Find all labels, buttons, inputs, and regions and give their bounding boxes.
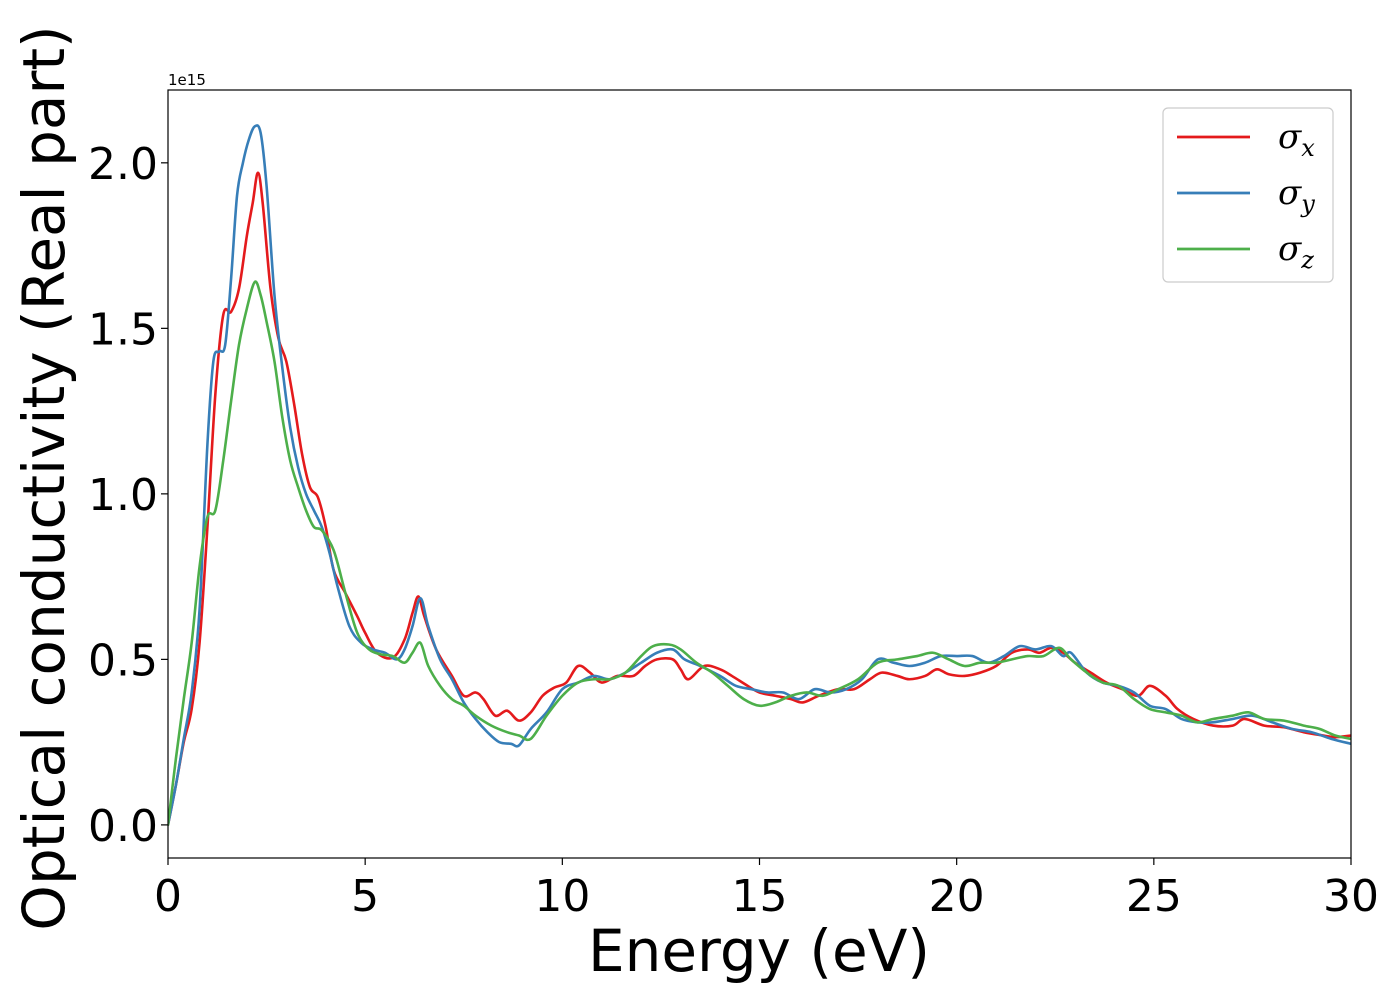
x-tick-label: 20 (929, 871, 985, 922)
legend-label: σy (1278, 173, 1315, 218)
y-tick-label: 0.5 (88, 635, 158, 686)
x-axis-label: Energy (eV) (588, 917, 930, 985)
x-tick-label: 25 (1126, 871, 1182, 922)
y-axis-label: Optical conductivity (Real part) (10, 25, 78, 930)
x-tick-label: 5 (351, 871, 379, 922)
x-tick-label: 10 (534, 871, 590, 922)
legend-label: σx (1278, 117, 1315, 162)
y-offset-label: 1e15 (168, 71, 206, 89)
x-axis: 0 5 10 15 20 25 30 (154, 858, 1379, 922)
legend-box (1162, 107, 1334, 283)
legend-item-y: σy (1177, 173, 1315, 218)
y-tick-label: 1.0 (88, 470, 158, 521)
series-line-y (168, 124, 1351, 827)
legend-item-x: σx (1177, 117, 1315, 162)
series-layer (168, 124, 1351, 827)
y-tick-label: 1.5 (88, 304, 158, 355)
x-tick-label: 15 (732, 871, 788, 922)
y-tick-label: 0.0 (88, 801, 158, 852)
y-axis: 0.0 0.5 1.0 1.5 2.0 (88, 139, 168, 852)
y-tick-label: 2.0 (88, 139, 158, 190)
series-line-z (168, 280, 1351, 827)
x-tick-label: 30 (1323, 871, 1379, 922)
x-tick-label: 0 (154, 871, 182, 922)
